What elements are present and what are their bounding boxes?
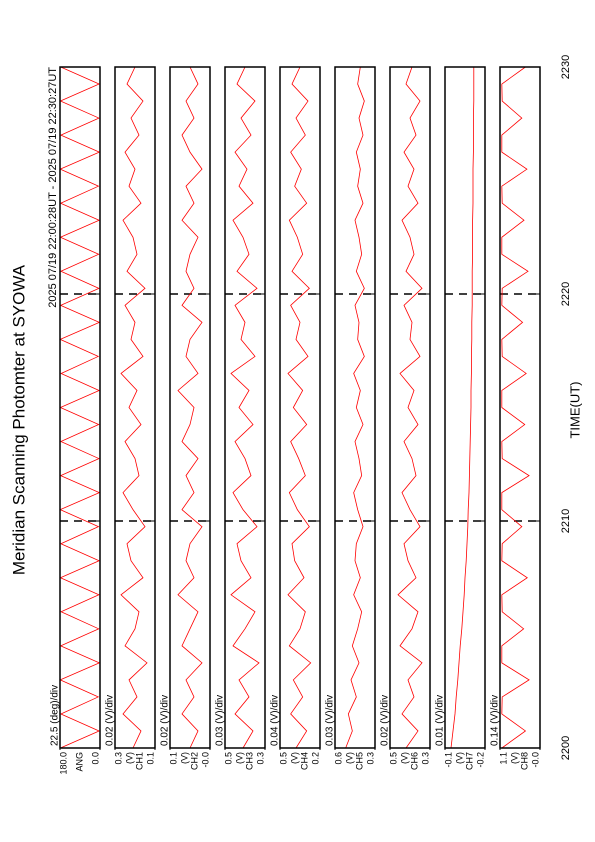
panel-scale-label: 0.03 (V)/div xyxy=(325,695,336,746)
channel-label: CH1 xyxy=(134,752,144,770)
signal-line xyxy=(501,66,530,749)
panel-scale-label: 0.03 (V)/div xyxy=(215,695,226,746)
signal-line xyxy=(287,66,312,749)
y-tick-label: 180.0 xyxy=(58,752,68,775)
x-axis-label: TIME(UT) xyxy=(567,381,582,438)
panel-scale-label: 0.14 (V)/div xyxy=(490,695,501,746)
signal-line xyxy=(397,66,423,749)
unit-label: (V) xyxy=(399,752,409,764)
y-tick-label: 0.5 xyxy=(223,752,233,765)
channel-label: CH5 xyxy=(354,752,364,770)
channel-label: CH6 xyxy=(409,752,419,770)
panel-scale-label: 0.02 (V)/div xyxy=(105,695,116,746)
unit-label: (V) xyxy=(289,752,299,764)
y-tick-label: 0.0 xyxy=(90,752,100,765)
y-tick-label: 0.3 xyxy=(365,752,375,765)
panel-scale-label: 22.5 (deg)/div xyxy=(50,685,61,746)
channel-label: CH8 xyxy=(519,752,529,770)
x-tick-label: 2200 xyxy=(560,736,572,760)
panel-frame xyxy=(279,66,321,749)
signal-line xyxy=(120,66,148,749)
signal-line xyxy=(450,67,475,749)
panel-scale-label: 0.02 (V)/div xyxy=(160,695,171,746)
figure-title: Meridian Scanning Photomter at SYOWA xyxy=(9,264,28,575)
signal-line xyxy=(345,66,365,749)
y-tick-label: -0.0 xyxy=(530,752,540,768)
panel-scale-label: 0.04 (V)/div xyxy=(270,695,281,746)
y-tick-label: 0.3 xyxy=(420,752,430,765)
y-tick-label: 0.2 xyxy=(310,752,320,765)
unit-label: (V) xyxy=(509,752,519,764)
channel-label: CH4 xyxy=(299,752,309,770)
panel-frame xyxy=(444,66,486,749)
channel-label: CH7 xyxy=(464,752,474,770)
panel-frame xyxy=(499,66,541,749)
y-tick-label: 0.6 xyxy=(333,752,343,765)
y-tick-label: 0.1 xyxy=(168,752,178,765)
unit-label: (V) xyxy=(179,752,189,764)
panel-frame xyxy=(169,66,211,749)
y-tick-label: 0.3 xyxy=(113,752,123,765)
x-tick-label: 2230 xyxy=(560,55,572,79)
panel-scale-label: 0.01 (V)/div xyxy=(435,695,446,746)
unit-label: (V) xyxy=(344,752,354,764)
panel-scale-label: 0.02 (V)/div xyxy=(380,695,391,746)
x-tick-label: 2210 xyxy=(560,509,572,533)
panel-frame xyxy=(224,66,266,749)
signal-line xyxy=(59,66,101,749)
y-tick-label: -0.1 xyxy=(443,752,453,768)
y-tick-label: 0.3 xyxy=(255,752,265,765)
unit-label: (V) xyxy=(234,752,244,764)
y-tick-label: -0.2 xyxy=(475,752,485,768)
rotated-figure: Meridian Scanning Photomter at SYOWA 202… xyxy=(9,55,582,775)
y-tick-label: 0.5 xyxy=(388,752,398,765)
signal-line xyxy=(177,66,203,749)
unit-label: (V) xyxy=(124,752,134,764)
y-tick-label: 1.1 xyxy=(498,752,508,765)
x-tick-label: 2220 xyxy=(560,282,572,306)
y-tick-label: -0.0 xyxy=(200,752,210,768)
channel-label: CH2 xyxy=(189,752,199,770)
signal-line xyxy=(230,66,260,749)
panel-frame xyxy=(59,66,101,749)
panel-frame xyxy=(389,66,431,749)
channel-label: ANG xyxy=(74,752,84,772)
panel-frame xyxy=(334,66,376,749)
unit-label: (V) xyxy=(454,752,464,764)
y-tick-label: 0.5 xyxy=(278,752,288,765)
y-tick-label: 0.1 xyxy=(145,752,155,765)
channel-label: CH3 xyxy=(244,752,254,770)
panel-frame xyxy=(114,66,156,749)
figure-subtitle: 2025 07/19 22:00:28UT - 2025 07/19 22:30… xyxy=(47,67,59,308)
